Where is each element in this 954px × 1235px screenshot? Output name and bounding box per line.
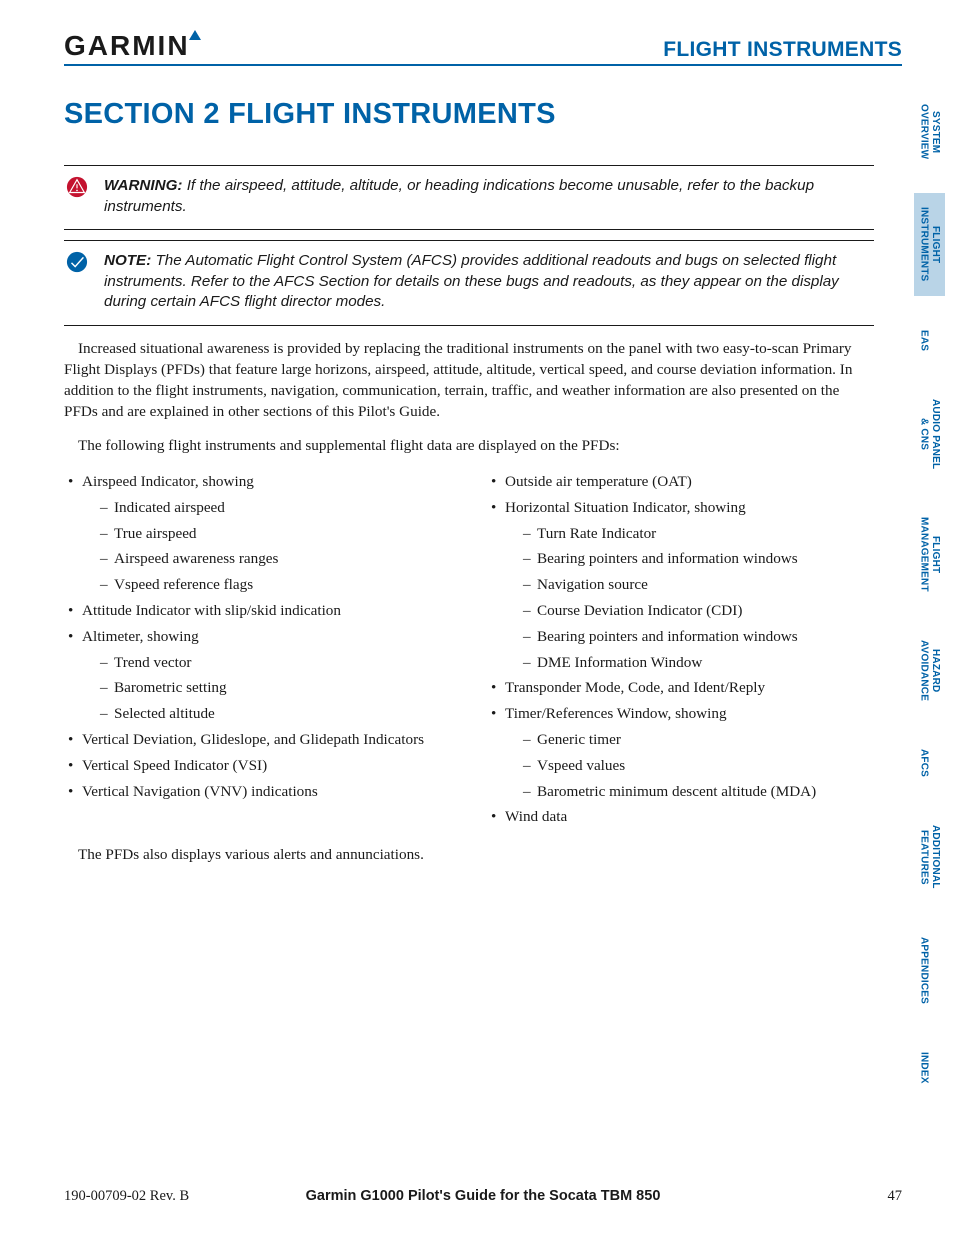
list-item: Vertical Speed Indicator (VSI) [64, 755, 451, 778]
warning-icon [66, 176, 88, 198]
warning-callout: WARNING: If the airspeed, attitude, alti… [64, 165, 874, 230]
footer-page-number: 47 [888, 1188, 903, 1205]
logo-text: GARMIN [64, 30, 190, 61]
warning-label: WARNING: [104, 177, 182, 194]
section-tab[interactable]: HAZARD AVOIDANCE [914, 626, 945, 715]
footer-docid: 190-00709-02 Rev. B [64, 1188, 189, 1205]
list-item-label: Outside air temperature (OAT) [505, 473, 692, 490]
list-item-label: Timer/References Window, showing [505, 705, 727, 722]
left-column: Airspeed Indicator, showing Indicated air… [64, 468, 451, 832]
list-item-label: Altimeter, showing [82, 628, 199, 645]
intro-paragraph-2: The following flight instruments and sup… [64, 435, 874, 456]
list-item: Wind data [487, 806, 874, 829]
list-item-label: Horizontal Situation Indicator, showing [505, 499, 746, 516]
list-item-label: Vertical Deviation, Glideslope, and Glid… [82, 731, 424, 748]
content-area: SECTION 2 FLIGHT INSTRUMENTS WARNING: If… [64, 98, 902, 865]
sublist-item: Airspeed awareness ranges [82, 548, 451, 571]
sublist: Trend vectorBarometric setting Selected a… [82, 652, 451, 726]
instrument-list-columns: Airspeed Indicator, showing Indicated air… [64, 468, 874, 832]
right-column: Outside air temperature (OAT) Horizontal … [487, 468, 874, 832]
page-footer: 190-00709-02 Rev. B Garmin G1000 Pilot's… [64, 1188, 902, 1205]
section-tab[interactable]: EAS [914, 316, 934, 365]
page-header: GARMIN FLIGHT INSTRUMENTS [64, 30, 902, 66]
section-title: SECTION 2 FLIGHT INSTRUMENTS [64, 98, 874, 131]
list-item: Altimeter, showing Trend vectorBarometric… [64, 626, 451, 726]
list-item: Vertical Deviation, Glideslope, and Glid… [64, 729, 451, 752]
footer-title: Garmin G1000 Pilot's Guide for the Socat… [306, 1188, 661, 1204]
sublist-item: Navigation source [505, 574, 874, 597]
sublist-item: Vspeed values [505, 755, 874, 778]
sublist-item: DME Information Window [505, 652, 874, 675]
section-tab[interactable]: ADDITIONAL FEATURES [914, 811, 945, 903]
instrument-list-left: Airspeed Indicator, showing Indicated air… [64, 471, 451, 803]
note-icon [66, 251, 88, 273]
list-item: Outside air temperature (OAT) [487, 471, 874, 494]
intro-paragraph-1: Increased situational awareness is provi… [64, 338, 874, 423]
sublist-item: Bearing pointers and information windows [505, 548, 874, 571]
warning-text: If the airspeed, attitude, altitude, or … [104, 177, 814, 215]
note-label: NOTE: [104, 252, 151, 269]
sublist-item: Trend vector [82, 652, 451, 675]
sublist-item: True airspeed [82, 523, 451, 546]
instrument-list-right: Outside air temperature (OAT) Horizontal … [487, 471, 874, 829]
sublist-item: Generic timer [505, 729, 874, 752]
sublist-item: Course Deviation Indicator (CDI) [505, 600, 874, 623]
list-item-label: Transponder Mode, Code, and Ident/Reply [505, 679, 765, 696]
closing-paragraph: The PFDs also displays various alerts an… [64, 844, 874, 865]
list-item-label: Airspeed Indicator, showing [82, 473, 254, 490]
section-tab[interactable]: SYSTEM OVERVIEW [914, 90, 945, 173]
sublist: Indicated airspeed True airspeedAirspeed … [82, 497, 451, 597]
logo-triangle-icon [189, 30, 201, 40]
list-item-label: Vertical Speed Indicator (VSI) [82, 757, 267, 774]
list-item-label: Attitude Indicator with slip/skid indica… [82, 602, 341, 619]
section-tab[interactable]: APPENDICES [914, 923, 934, 1018]
header-section-title: FLIGHT INSTRUMENTS [663, 38, 902, 62]
sublist-item: Barometric setting [82, 677, 451, 700]
list-item: Vertical Navigation (VNV) indications [64, 781, 451, 804]
list-item-label: Vertical Navigation (VNV) indications [82, 783, 318, 800]
sublist: Generic timer Vspeed values Barometric min… [505, 729, 874, 803]
sublist-item: Barometric minimum descent altitude (MDA… [505, 781, 874, 804]
list-item: Airspeed Indicator, showing Indicated air… [64, 471, 451, 597]
sublist: Turn Rate IndicatorBearing pointers and … [505, 523, 874, 675]
section-tab[interactable]: FLIGHT INSTRUMENTS [914, 193, 945, 295]
section-tabs: SYSTEM OVERVIEW FLIGHT INSTRUMENTS EAS AUDI… [914, 90, 954, 1117]
sublist-item: Indicated airspeed [82, 497, 451, 520]
sublist-item: Bearing pointers and information windows [505, 626, 874, 649]
note-text: The Automatic Flight Control System (AFC… [104, 252, 839, 310]
section-tab[interactable]: AUDIO PANEL & CNS [914, 385, 945, 483]
list-item: Horizontal Situation Indicator, showing T… [487, 497, 874, 675]
list-item: Attitude Indicator with slip/skid indica… [64, 600, 451, 623]
list-item-label: Wind data [505, 808, 567, 825]
note-callout: NOTE: The Automatic Flight Control Syste… [64, 240, 874, 326]
section-tab[interactable]: AFCS [914, 735, 934, 791]
sublist-item: Turn Rate Indicator [505, 523, 874, 546]
list-item: Timer/References Window, showing Generic … [487, 703, 874, 803]
sublist-item: Selected altitude [82, 703, 451, 726]
section-tab[interactable]: INDEX [914, 1038, 934, 1098]
sublist-item: Vspeed reference flags [82, 574, 451, 597]
brand-logo: GARMIN [64, 30, 201, 62]
section-tab[interactable]: FLIGHT MANAGEMENT [914, 503, 945, 606]
list-item: Transponder Mode, Code, and Ident/Reply [487, 677, 874, 700]
